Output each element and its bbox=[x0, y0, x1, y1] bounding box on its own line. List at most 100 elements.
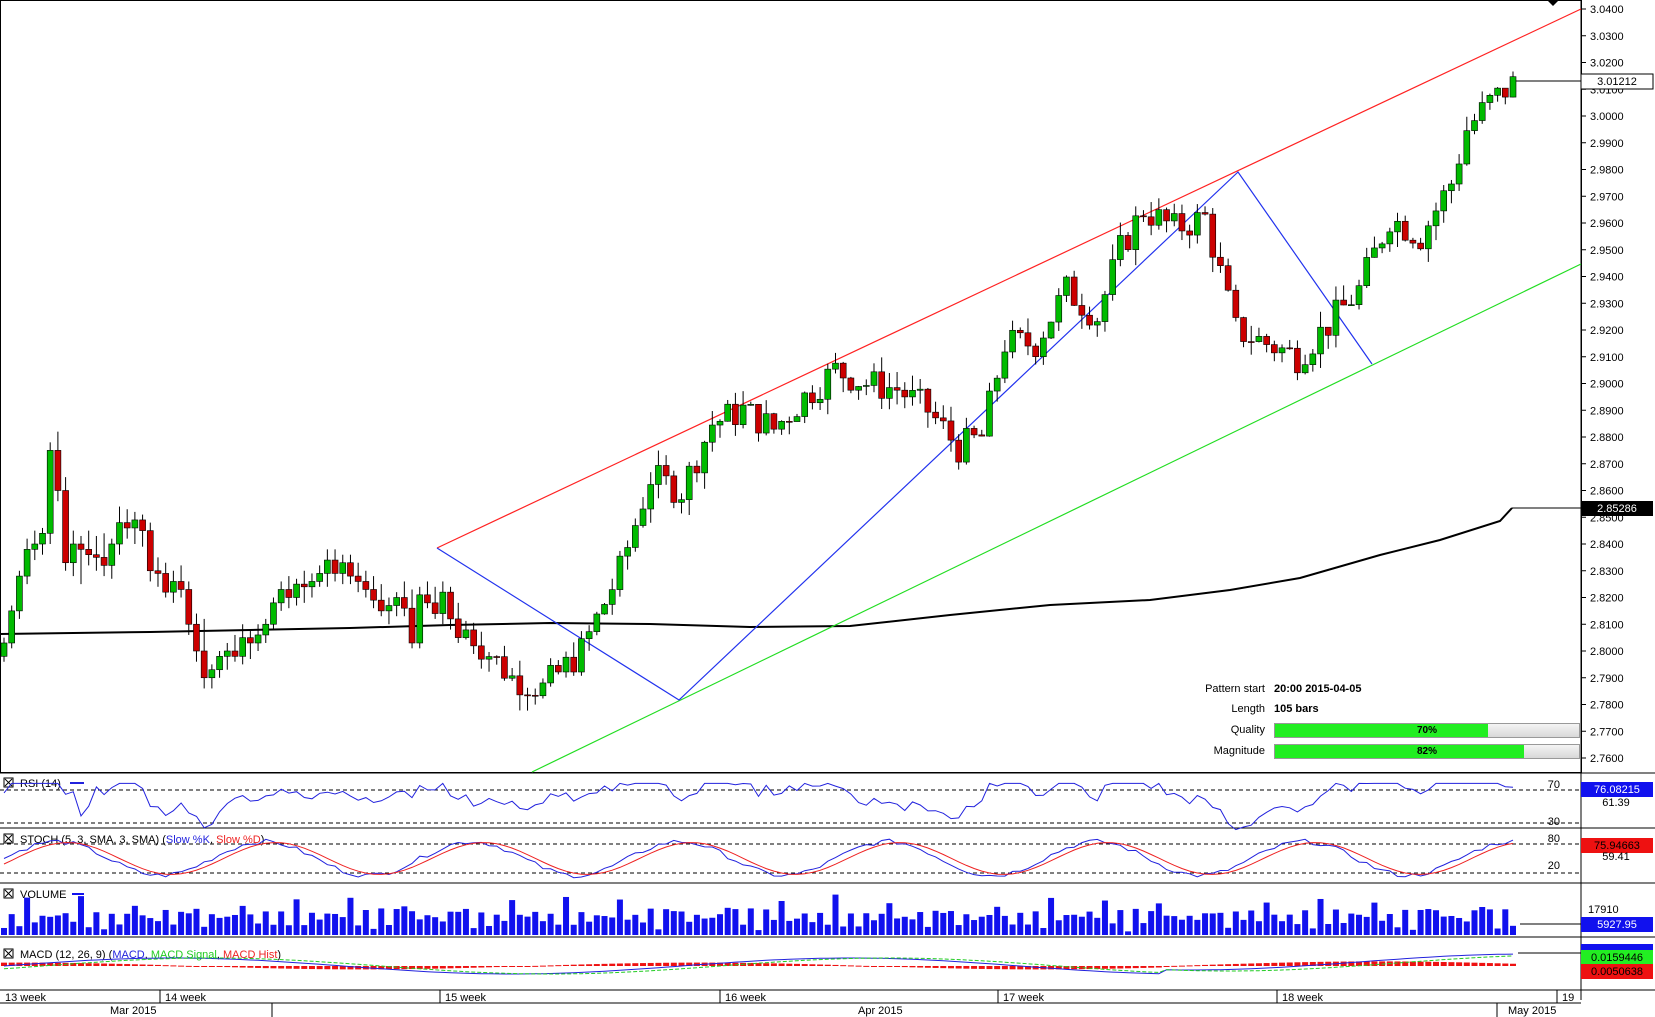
macd-hist-bar bbox=[1094, 966, 1101, 969]
volume-bar bbox=[755, 930, 762, 935]
volume-tick-label: 17910 bbox=[1588, 904, 1619, 916]
stoch-label: STOCH (5, 3, SMA, 3, SMA) bbox=[20, 834, 159, 846]
macd-hist-bar bbox=[778, 963, 785, 966]
volume-bar bbox=[1309, 928, 1316, 935]
macd-toggle-icon[interactable] bbox=[3, 948, 14, 959]
volume-bar bbox=[1, 927, 7, 935]
bull-candle bbox=[655, 465, 662, 485]
volume-bar bbox=[978, 916, 985, 935]
bull-candle bbox=[585, 631, 593, 639]
volume-label: VOLUME bbox=[20, 889, 66, 901]
volume-bar bbox=[1479, 907, 1486, 935]
macd-hist-bar bbox=[1117, 966, 1124, 969]
macd-hist-bar bbox=[216, 966, 223, 967]
macd-hist-bar bbox=[1286, 962, 1293, 966]
bull-candle bbox=[816, 398, 824, 404]
volume-bar bbox=[116, 924, 123, 935]
volume-bar bbox=[1086, 911, 1093, 935]
volume-bar bbox=[1440, 916, 1447, 935]
macd-hist-bar bbox=[1425, 961, 1432, 966]
macd-hist-bar bbox=[1409, 961, 1416, 966]
y-tick-label: 2.7900 bbox=[1590, 673, 1624, 685]
month-label: Apr 2015 bbox=[858, 1005, 903, 1017]
bear-candle bbox=[939, 417, 947, 422]
bull-candle bbox=[1040, 337, 1047, 357]
volume-bar bbox=[1325, 924, 1332, 935]
y-tick-label: 3.0400 bbox=[1590, 4, 1624, 16]
bull-candle bbox=[1463, 130, 1471, 165]
bull-candle bbox=[1394, 220, 1401, 233]
volume-bar bbox=[824, 924, 831, 935]
bear-candle bbox=[424, 594, 431, 604]
volume-bar bbox=[370, 928, 377, 935]
bear-candle bbox=[362, 581, 370, 590]
volume-bar bbox=[39, 915, 46, 935]
macd-hist-bar bbox=[647, 962, 654, 966]
macd-hist-bar bbox=[462, 966, 469, 968]
macd-hist-bar bbox=[1024, 966, 1031, 970]
volume-bar bbox=[478, 912, 485, 935]
rsi-toggle-icon[interactable] bbox=[3, 777, 14, 788]
macd-hist-bar bbox=[1294, 962, 1301, 966]
macd-hist-bar bbox=[547, 965, 554, 967]
volume-bar bbox=[239, 905, 246, 935]
volume-bar bbox=[1332, 909, 1339, 935]
bear-candle bbox=[770, 413, 778, 430]
bull-candle bbox=[739, 404, 747, 425]
bear-candle bbox=[401, 597, 408, 609]
candlestick-series bbox=[0, 71, 1517, 711]
bear-candle bbox=[1124, 235, 1132, 250]
bear-candle bbox=[785, 421, 793, 423]
volume-bar bbox=[1302, 910, 1309, 935]
macd-hist-bar bbox=[1140, 966, 1147, 968]
macd-hist-bar bbox=[593, 964, 600, 966]
macd-hist-bar bbox=[624, 963, 631, 966]
volume-bar bbox=[178, 911, 185, 935]
volume-bar bbox=[1001, 915, 1008, 935]
macd-hist-bar bbox=[416, 966, 423, 969]
bear-candle bbox=[901, 389, 909, 398]
volume-toggle-icon[interactable] bbox=[3, 888, 14, 899]
macd-hist-bar bbox=[1463, 962, 1470, 966]
bear-candle bbox=[85, 549, 92, 555]
macd-hist-bar bbox=[524, 966, 531, 967]
bull-candle bbox=[608, 589, 616, 605]
bull-candle bbox=[223, 650, 231, 657]
bear-candle bbox=[1201, 212, 1209, 215]
macd-hist-bar bbox=[1125, 966, 1132, 969]
bull-candle bbox=[824, 368, 832, 400]
y-tick-label: 2.7600 bbox=[1590, 753, 1624, 765]
bull-candle bbox=[39, 532, 46, 545]
macd-hist-bar bbox=[1078, 966, 1085, 970]
volume-bar bbox=[940, 912, 947, 935]
week-label: 13 week bbox=[5, 992, 46, 1004]
bear-candle bbox=[662, 465, 670, 477]
macd-hist-bar bbox=[247, 966, 254, 968]
y-tick-label: 2.8000 bbox=[1590, 646, 1624, 658]
volume-bar bbox=[709, 917, 716, 935]
bull-candle bbox=[986, 390, 993, 437]
volume-bar bbox=[1209, 913, 1216, 935]
week-label: 18 week bbox=[1282, 992, 1323, 1004]
volume-bar bbox=[847, 913, 854, 935]
scroll-marker-icon[interactable] bbox=[1547, 0, 1559, 6]
bear-candle bbox=[1224, 265, 1232, 291]
bear-candle bbox=[970, 428, 978, 436]
bear-candle bbox=[1247, 341, 1255, 343]
volume-bar bbox=[24, 897, 31, 935]
volume-bar bbox=[1055, 920, 1062, 935]
volume-bar bbox=[955, 925, 962, 935]
bull-candle bbox=[1494, 87, 1501, 96]
rsi-level-30-label: 30 bbox=[1548, 816, 1560, 828]
macd-hist-bar bbox=[609, 963, 616, 966]
stoch-toggle-icon[interactable] bbox=[3, 833, 14, 844]
volume-bar bbox=[1109, 923, 1116, 935]
macd-hist-bar bbox=[301, 966, 308, 969]
volume-bar bbox=[717, 914, 724, 935]
macd-hist-bar bbox=[224, 966, 231, 968]
volume-bar bbox=[247, 914, 254, 935]
bull-candle bbox=[385, 605, 393, 612]
macd-hist-bar bbox=[817, 964, 824, 966]
svg-text:STOCH (5, 3, SMA, 3, SMA) (Slo: STOCH (5, 3, SMA, 3, SMA) (Slow %K, Slow… bbox=[20, 834, 264, 846]
bull-candle bbox=[393, 597, 400, 606]
